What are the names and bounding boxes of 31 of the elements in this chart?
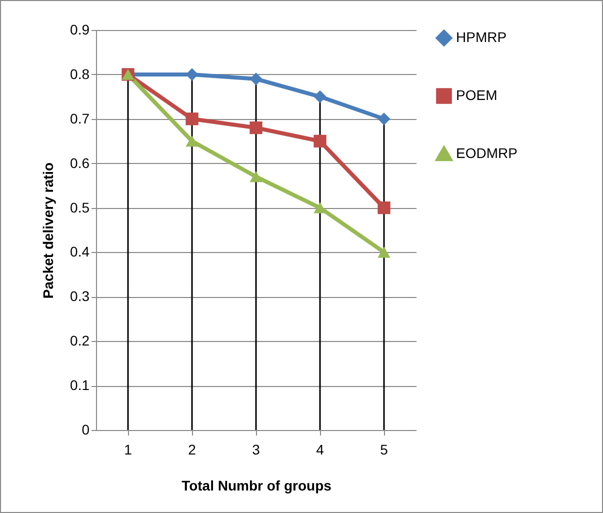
legend-label: POEM xyxy=(456,87,498,103)
y-tick-label: 0 xyxy=(82,422,90,438)
point xyxy=(186,112,198,126)
x-tick-label: 3 xyxy=(252,442,260,458)
point xyxy=(250,171,262,182)
y-tick-label: 0.1 xyxy=(70,377,90,394)
legend-label: EODMRP xyxy=(456,145,518,161)
point xyxy=(250,121,262,134)
y-tick-label: 0.9 xyxy=(70,22,90,38)
y-tick-label: 0.4 xyxy=(70,244,90,260)
x-tick-label: 1 xyxy=(124,442,132,458)
y-axis-title: Packet delivery ratio xyxy=(40,162,56,299)
y-tick-label: 0.3 xyxy=(70,288,90,304)
point xyxy=(314,202,326,214)
point xyxy=(378,246,390,258)
point xyxy=(378,112,390,126)
point xyxy=(378,201,390,214)
x-tick-label: 5 xyxy=(380,442,388,458)
x-tick-label: 4 xyxy=(316,442,324,458)
point xyxy=(250,72,262,86)
y-tick-label: 0.2 xyxy=(70,332,90,349)
y-tick-label: 0.7 xyxy=(70,110,90,126)
y-tick-label: 0.8 xyxy=(70,66,90,82)
x-tick-label: 2 xyxy=(188,442,196,458)
x-axis-title: Total Numbr of groups xyxy=(182,478,332,494)
point xyxy=(314,90,326,103)
y-tick-label: 0.5 xyxy=(70,199,90,216)
point xyxy=(186,136,198,147)
point xyxy=(314,134,326,148)
y-tick-label: 0.6 xyxy=(70,154,90,171)
legend-label: HPMRP xyxy=(456,29,507,45)
